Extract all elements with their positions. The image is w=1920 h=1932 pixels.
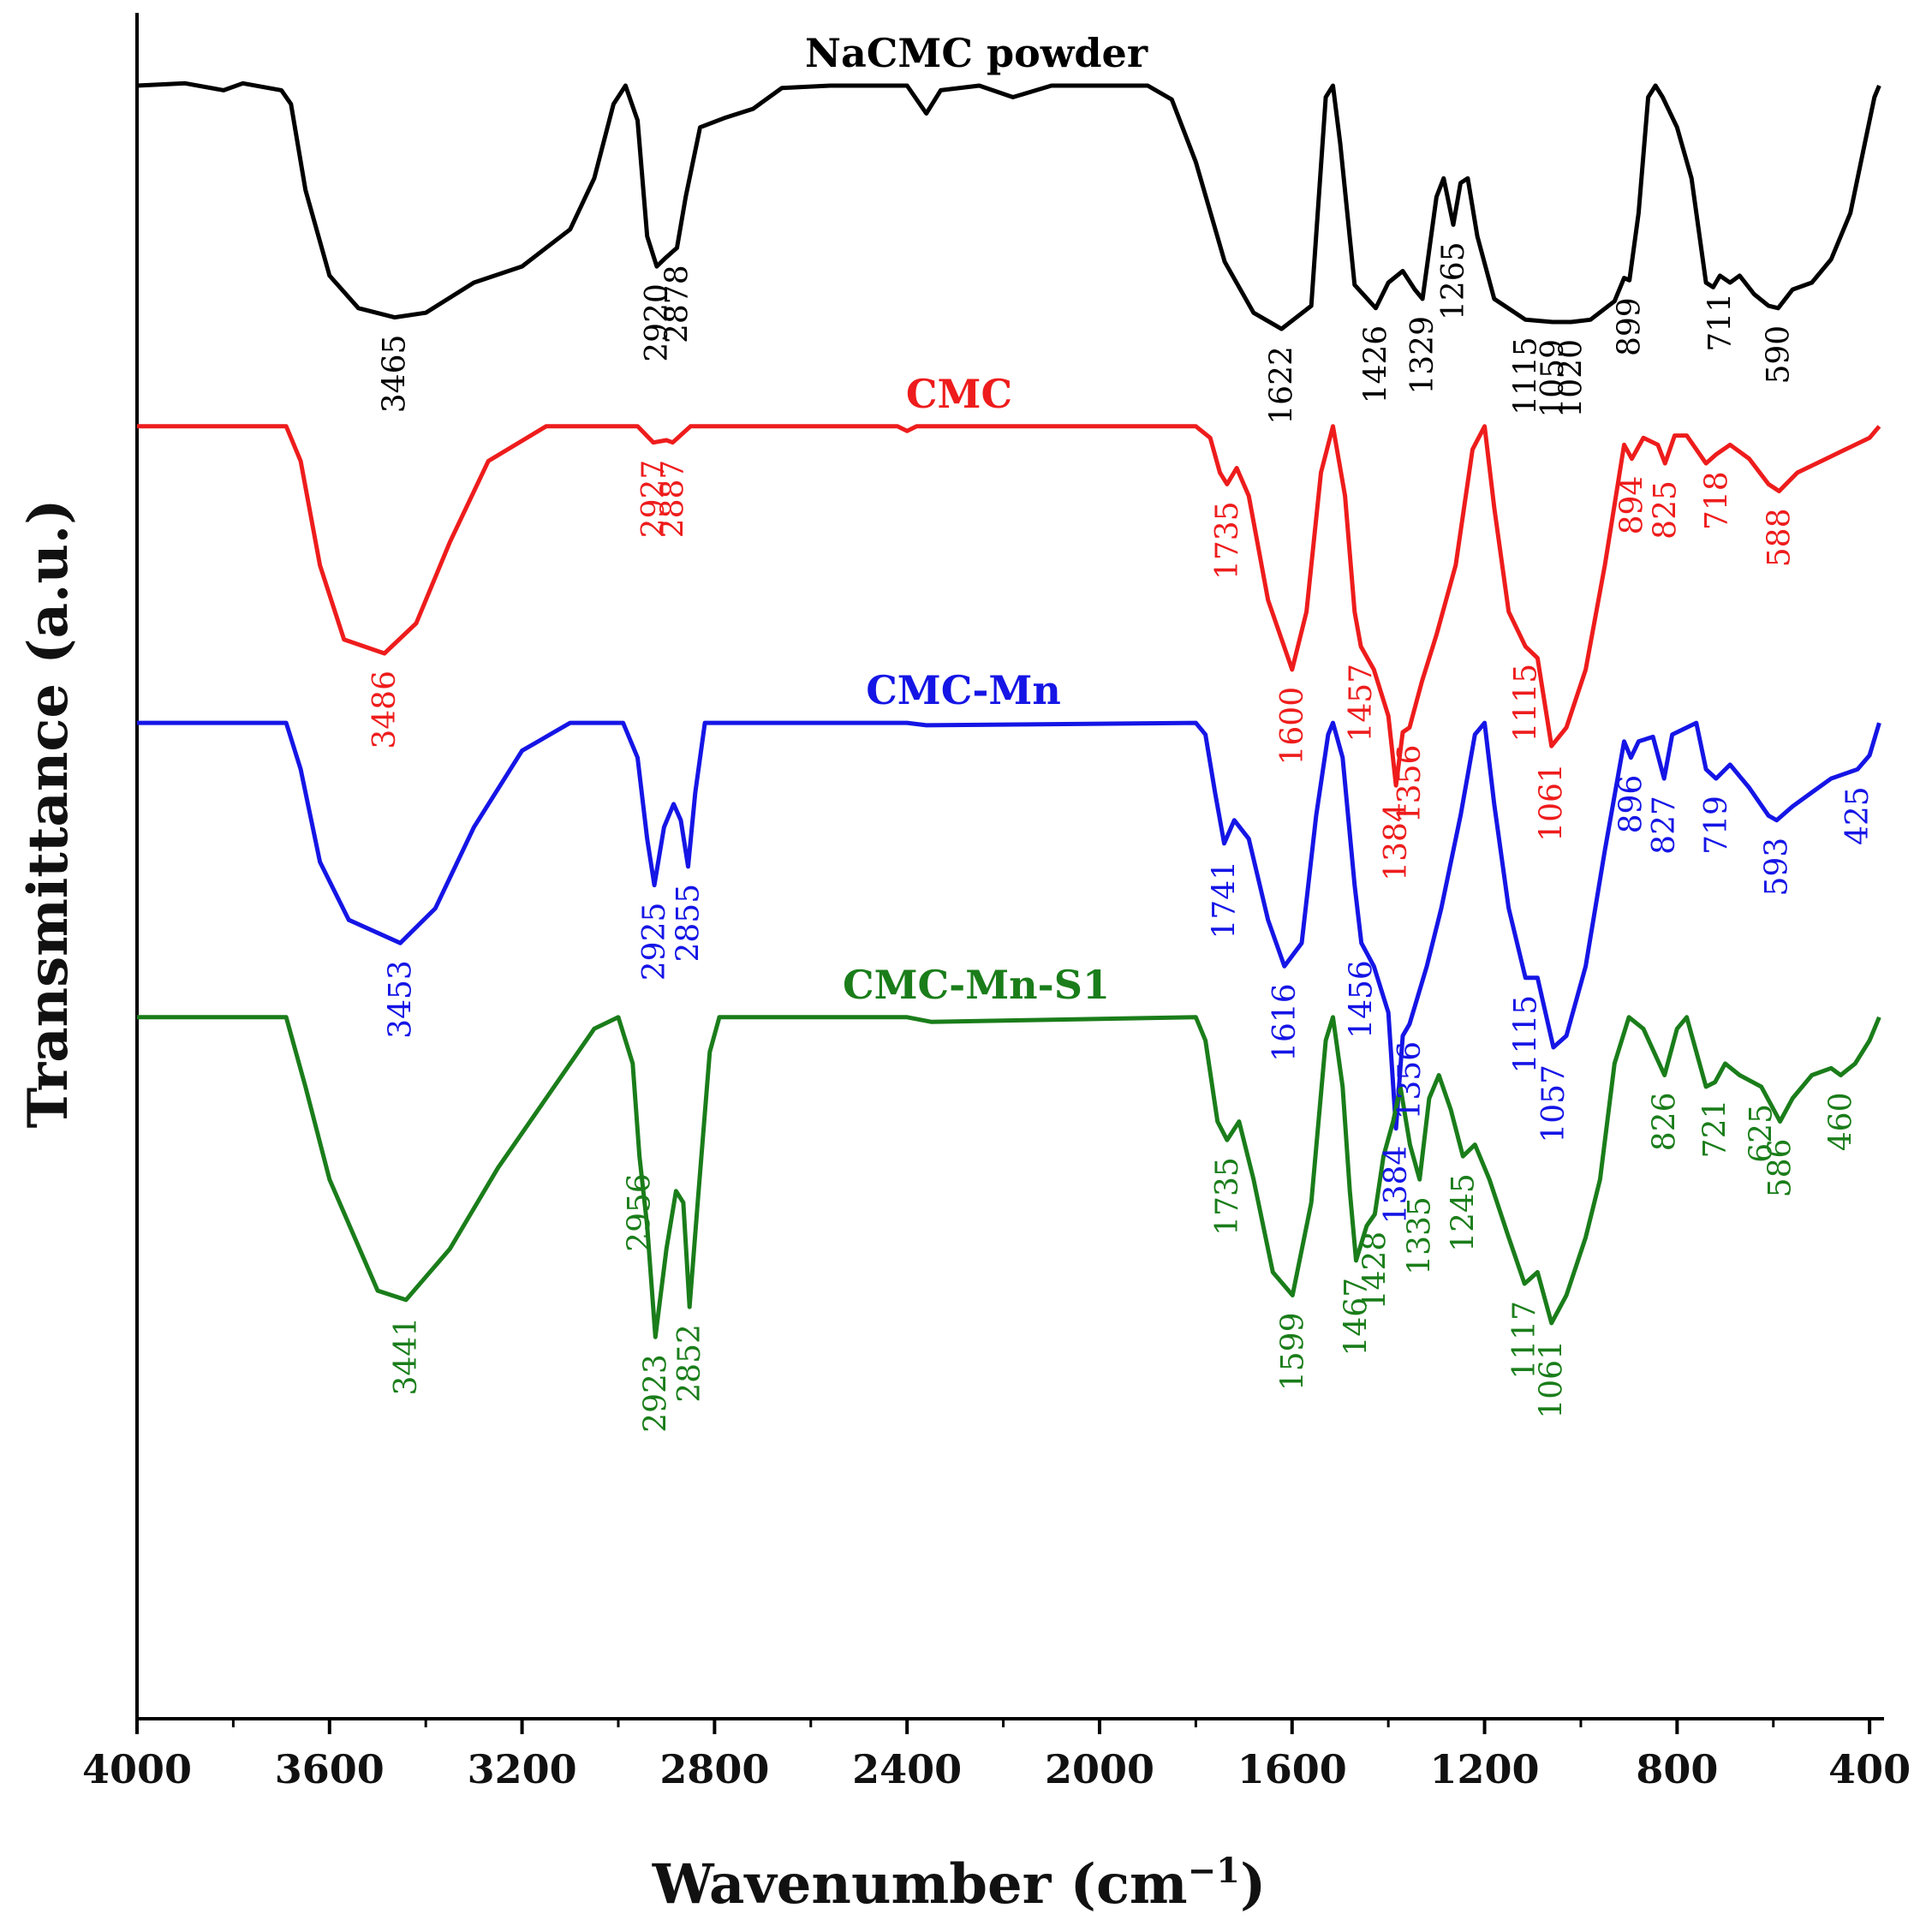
x-tick-label: 3200 — [468, 1746, 577, 1792]
peak-label: 827 — [1647, 796, 1682, 855]
peak-label: 1356 — [1392, 1041, 1428, 1120]
series-name-cmc-mn: CMC-Mn — [866, 667, 1061, 713]
peak-label: 590 — [1761, 325, 1796, 385]
peak-label: 1428 — [1357, 1231, 1392, 1310]
peak-label: 3486 — [367, 671, 402, 749]
peak-label: 2878 — [660, 265, 695, 343]
x-tick-label: 2400 — [852, 1746, 962, 1792]
peak-label: 593 — [1760, 838, 1795, 897]
peak-label: 460 — [1823, 1093, 1858, 1152]
series-name-cmc-mn-s1: CMC-Mn-S1 — [843, 962, 1110, 1008]
peak-label: 1467 — [1339, 1278, 1374, 1357]
peak-label: 2923 — [638, 1354, 673, 1433]
peak-label: 899 — [1613, 297, 1648, 356]
series-line-cmc — [137, 424, 1881, 788]
peak-label: 1622 — [1264, 346, 1299, 425]
x-tick-label: 1600 — [1237, 1746, 1347, 1792]
peak-label: 2925 — [637, 903, 672, 981]
peak-label: 2852 — [672, 1324, 707, 1403]
peak-label: 1329 — [1405, 316, 1440, 395]
peak-label: 1384 — [1379, 802, 1414, 881]
peak-label: 719 — [1699, 796, 1734, 855]
peak-label: 3441 — [389, 1317, 424, 1396]
series-name-cmc: CMC — [906, 371, 1012, 417]
peak-label: 1117 — [1507, 1301, 1542, 1380]
peak-label: 1115 — [1508, 337, 1543, 415]
peak-label: 1741 — [1207, 861, 1243, 939]
peak-label: 1356 — [1392, 745, 1428, 824]
series-group — [136, 80, 1881, 1339]
peak-label: 2920 — [640, 283, 675, 362]
peak-label: 894 — [1615, 476, 1650, 535]
peak-label: 3465 — [378, 335, 413, 414]
peak-label: 896 — [1613, 775, 1649, 834]
peak-label: 586 — [1763, 1139, 1798, 1198]
series-line-nacmc-powder — [136, 80, 1881, 331]
peak-label: 2887 — [656, 460, 691, 539]
peak-label: 1457 — [1344, 664, 1379, 742]
peak-label: 711 — [1702, 293, 1738, 352]
x-axis-title-main: Wavenumber (cm — [652, 1852, 1188, 1917]
x-tick-label: 4000 — [82, 1746, 192, 1792]
series-line-cmc-mn-s1 — [137, 1015, 1881, 1339]
x-axis-title: Wavenumber (cm−1) — [652, 1851, 1267, 1917]
peak-label: 1600 — [1275, 687, 1310, 766]
peak-label: 718 — [1699, 471, 1734, 530]
peak-label: 1335 — [1403, 1196, 1438, 1275]
peak-label: 1735 — [1210, 1157, 1245, 1236]
x-tick-label: 800 — [1636, 1746, 1718, 1792]
series-name-nacmc-powder: NaCMC powder — [805, 30, 1148, 76]
peak-label: 1616 — [1267, 983, 1303, 1062]
y-axis-title: Transmittance (a.u.) — [16, 499, 80, 1129]
x-tick-label: 3600 — [275, 1746, 385, 1792]
peak-label: 625 — [1744, 1104, 1780, 1163]
peak-label: 1735 — [1210, 501, 1245, 580]
peak-label: 1245 — [1446, 1173, 1481, 1252]
peak-label: 1115 — [1508, 664, 1543, 742]
peak-label: 3453 — [383, 960, 418, 1039]
x-tick-label: 2800 — [659, 1746, 769, 1792]
peak-label: 425 — [1840, 786, 1875, 845]
peak-label: 1061 — [1535, 763, 1570, 842]
peak-label: 1265 — [1436, 242, 1471, 320]
peak-label: 825 — [1648, 480, 1683, 540]
axes: Transmittance (a.u.) Wavenumber (cm−1) — [16, 13, 1884, 1917]
peak-label: 1059 — [1535, 339, 1571, 418]
peak-label: 1020 — [1554, 339, 1589, 418]
peak-label: 1061 — [1535, 1340, 1570, 1419]
peak-label: 2855 — [671, 884, 707, 963]
x-tick-label: 1200 — [1430, 1746, 1540, 1792]
peak-label: 1115 — [1508, 995, 1543, 1074]
peak-label: 588 — [1762, 509, 1798, 568]
peak-label: 1599 — [1275, 1313, 1310, 1392]
peak-label: 826 — [1648, 1093, 1683, 1152]
x-ticks: 4000 3600 3200 2800 2400 2000 1600 1200 800 400 — [82, 1719, 1911, 1792]
peak-label: 721 — [1698, 1100, 1733, 1159]
peak-label: 1057 — [1536, 1064, 1571, 1143]
x-tick-label: 400 — [1828, 1746, 1911, 1792]
peak-label: 1456 — [1345, 960, 1380, 1039]
peak-label: 1384 — [1379, 1146, 1414, 1225]
x-axis-title-suffix: ) — [1240, 1852, 1266, 1917]
x-tick-label: 2000 — [1045, 1746, 1154, 1792]
peak-label: 2927 — [636, 460, 671, 539]
x-axis-title-superscript: −1 — [1188, 1851, 1240, 1891]
series-line-cmc-mn — [137, 720, 1881, 1131]
peak-label: 2956 — [623, 1173, 658, 1252]
peak-label: 1426 — [1359, 325, 1394, 404]
